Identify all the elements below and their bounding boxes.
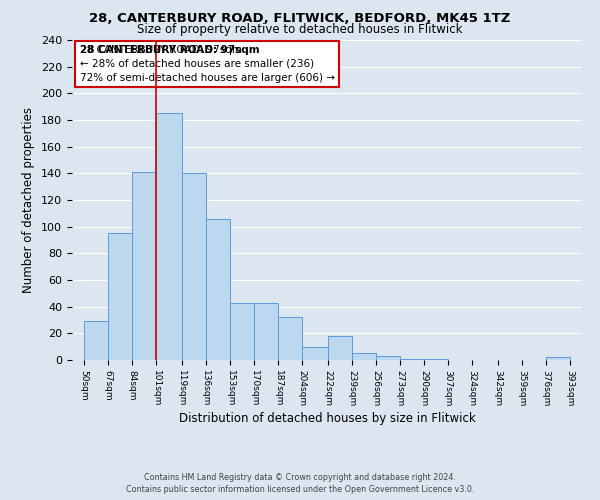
Bar [230, 302, 254, 360]
Y-axis label: Number of detached properties: Number of detached properties [22, 107, 35, 293]
Bar [352, 354, 376, 360]
Bar [156, 114, 182, 360]
Text: Contains HM Land Registry data © Crown copyright and database right 2024.
Contai: Contains HM Land Registry data © Crown c… [126, 472, 474, 494]
Bar [132, 172, 156, 360]
Bar [376, 356, 400, 360]
X-axis label: Distribution of detached houses by size in Flitwick: Distribution of detached houses by size … [179, 412, 475, 424]
Bar [328, 336, 352, 360]
Text: Size of property relative to detached houses in Flitwick: Size of property relative to detached ho… [137, 22, 463, 36]
Text: 28 CANTERBURY ROAD: 97sqm
← 28% of detached houses are smaller (236)
72% of semi: 28 CANTERBURY ROAD: 97sqm ← 28% of detac… [80, 45, 335, 83]
Bar [108, 234, 132, 360]
Bar [278, 318, 302, 360]
Bar [400, 358, 424, 360]
Text: 28, CANTERBURY ROAD, FLITWICK, BEDFORD, MK45 1TZ: 28, CANTERBURY ROAD, FLITWICK, BEDFORD, … [89, 12, 511, 26]
Bar [84, 322, 108, 360]
Bar [302, 346, 328, 360]
Bar [546, 358, 570, 360]
Bar [254, 302, 278, 360]
Bar [182, 174, 206, 360]
Text: 28 CANTERBURY ROAD: 97sqm: 28 CANTERBURY ROAD: 97sqm [80, 45, 259, 55]
Bar [206, 218, 230, 360]
Bar [424, 358, 448, 360]
